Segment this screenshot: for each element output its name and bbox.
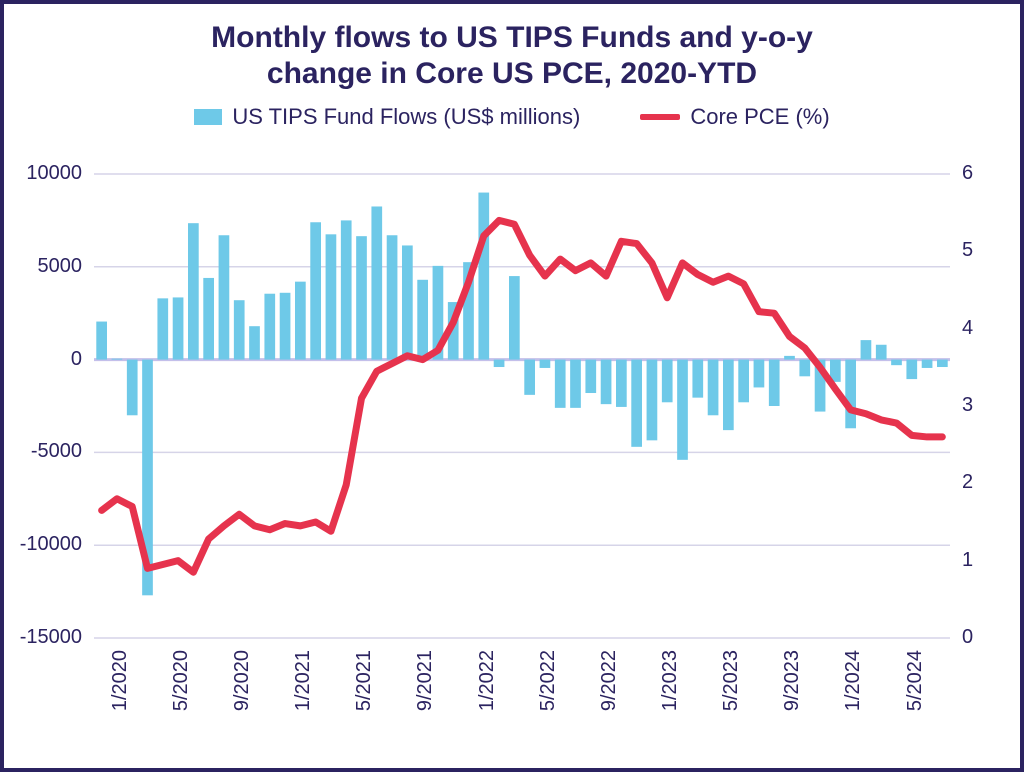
chart-svg	[4, 4, 1020, 768]
x-tick-label: 5/2022	[537, 650, 560, 740]
y-left-tick-label: 5000	[4, 255, 82, 278]
y-left-tick-label: -10000	[4, 533, 82, 556]
x-tick-label: 1/2021	[292, 650, 315, 740]
y-right-tick-label: 3	[962, 394, 973, 417]
y-right-tick-label: 4	[962, 317, 973, 340]
x-tick-label: 9/2021	[414, 650, 437, 740]
y-right-tick-label: 5	[962, 239, 973, 262]
plot-area: -15000 -10000 -5000 0 5000 10000 0 1 2 3 4 5 6 1/2020…	[4, 4, 1020, 768]
x-tick-label: 9/2020	[231, 650, 254, 740]
y-left-tick-label: -15000	[4, 626, 82, 649]
y-right-tick-label: 2	[962, 471, 973, 494]
x-tick-label: 9/2022	[598, 650, 621, 740]
x-tick-label: 5/2021	[353, 650, 376, 740]
x-tick-label: 1/2024	[842, 650, 865, 740]
x-tick-label: 5/2024	[904, 650, 927, 740]
y-right-tick-label: 0	[962, 626, 973, 649]
y-right-tick-label: 1	[962, 549, 973, 572]
chart-container: Monthly flows to US TIPS Funds and y-o-y…	[0, 0, 1024, 772]
x-tick-label: 5/2020	[170, 650, 193, 740]
x-tick-label: 5/2023	[720, 650, 743, 740]
x-tick-label: 1/2020	[109, 650, 132, 740]
x-tick-label: 1/2022	[476, 650, 499, 740]
x-tick-label: 9/2023	[781, 650, 804, 740]
y-left-tick-label: 0	[4, 348, 82, 371]
y-left-tick-label: 10000	[4, 162, 82, 185]
y-right-tick-label: 6	[962, 162, 973, 185]
y-left-tick-label: -5000	[4, 440, 82, 463]
x-tick-label: 1/2023	[659, 650, 682, 740]
